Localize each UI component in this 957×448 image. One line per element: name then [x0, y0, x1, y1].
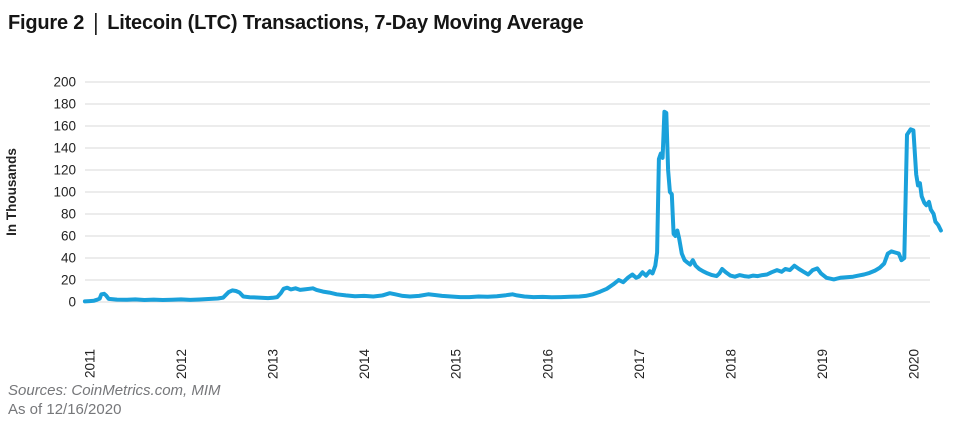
as-of-date: As of 12/16/2020	[8, 401, 122, 418]
x-tick-label: 2016	[540, 349, 555, 379]
y-tick-label: 200	[53, 75, 76, 90]
y-axis-title: In Thousands	[4, 148, 19, 236]
y-tick-label: 100	[53, 185, 76, 200]
y-tick-label: 0	[68, 295, 76, 310]
y-tick-label: 120	[53, 163, 76, 178]
data-line-ltc-transactions	[82, 109, 943, 304]
y-tick-label: 180	[53, 97, 76, 112]
y-tick-label: 160	[53, 119, 76, 134]
x-tick-label: 2011	[83, 349, 98, 378]
x-tick-label: 2017	[632, 349, 647, 379]
sources-note: Sources: CoinMetrics.com, MIM	[8, 382, 221, 399]
y-tick-label: 40	[61, 251, 76, 266]
x-tick-label: 2018	[723, 349, 738, 379]
figure-title-text: Litecoin (LTC) Transactions, 7-Day Movin…	[107, 12, 584, 34]
x-tick-label: 2014	[357, 349, 372, 380]
x-tick-label: 2012	[174, 349, 189, 379]
title-separator: |	[93, 10, 99, 36]
x-tick-label: 2015	[449, 349, 464, 379]
figure-number: Figure 2	[8, 12, 85, 34]
x-tick-label: 2019	[815, 349, 830, 379]
y-tick-label: 60	[61, 229, 76, 244]
y-tick-label: 140	[53, 141, 76, 156]
x-tick-label: 2013	[266, 349, 281, 379]
y-tick-label: 20	[61, 273, 76, 288]
figure-title: Figure 2 | Litecoin (LTC) Transactions, 7-…	[8, 10, 584, 36]
y-tick-label: 80	[61, 207, 76, 222]
chart-footer: Sources: CoinMetrics.com, MIM As of 12/1…	[8, 381, 221, 419]
x-tick-label: 2020	[906, 349, 921, 379]
